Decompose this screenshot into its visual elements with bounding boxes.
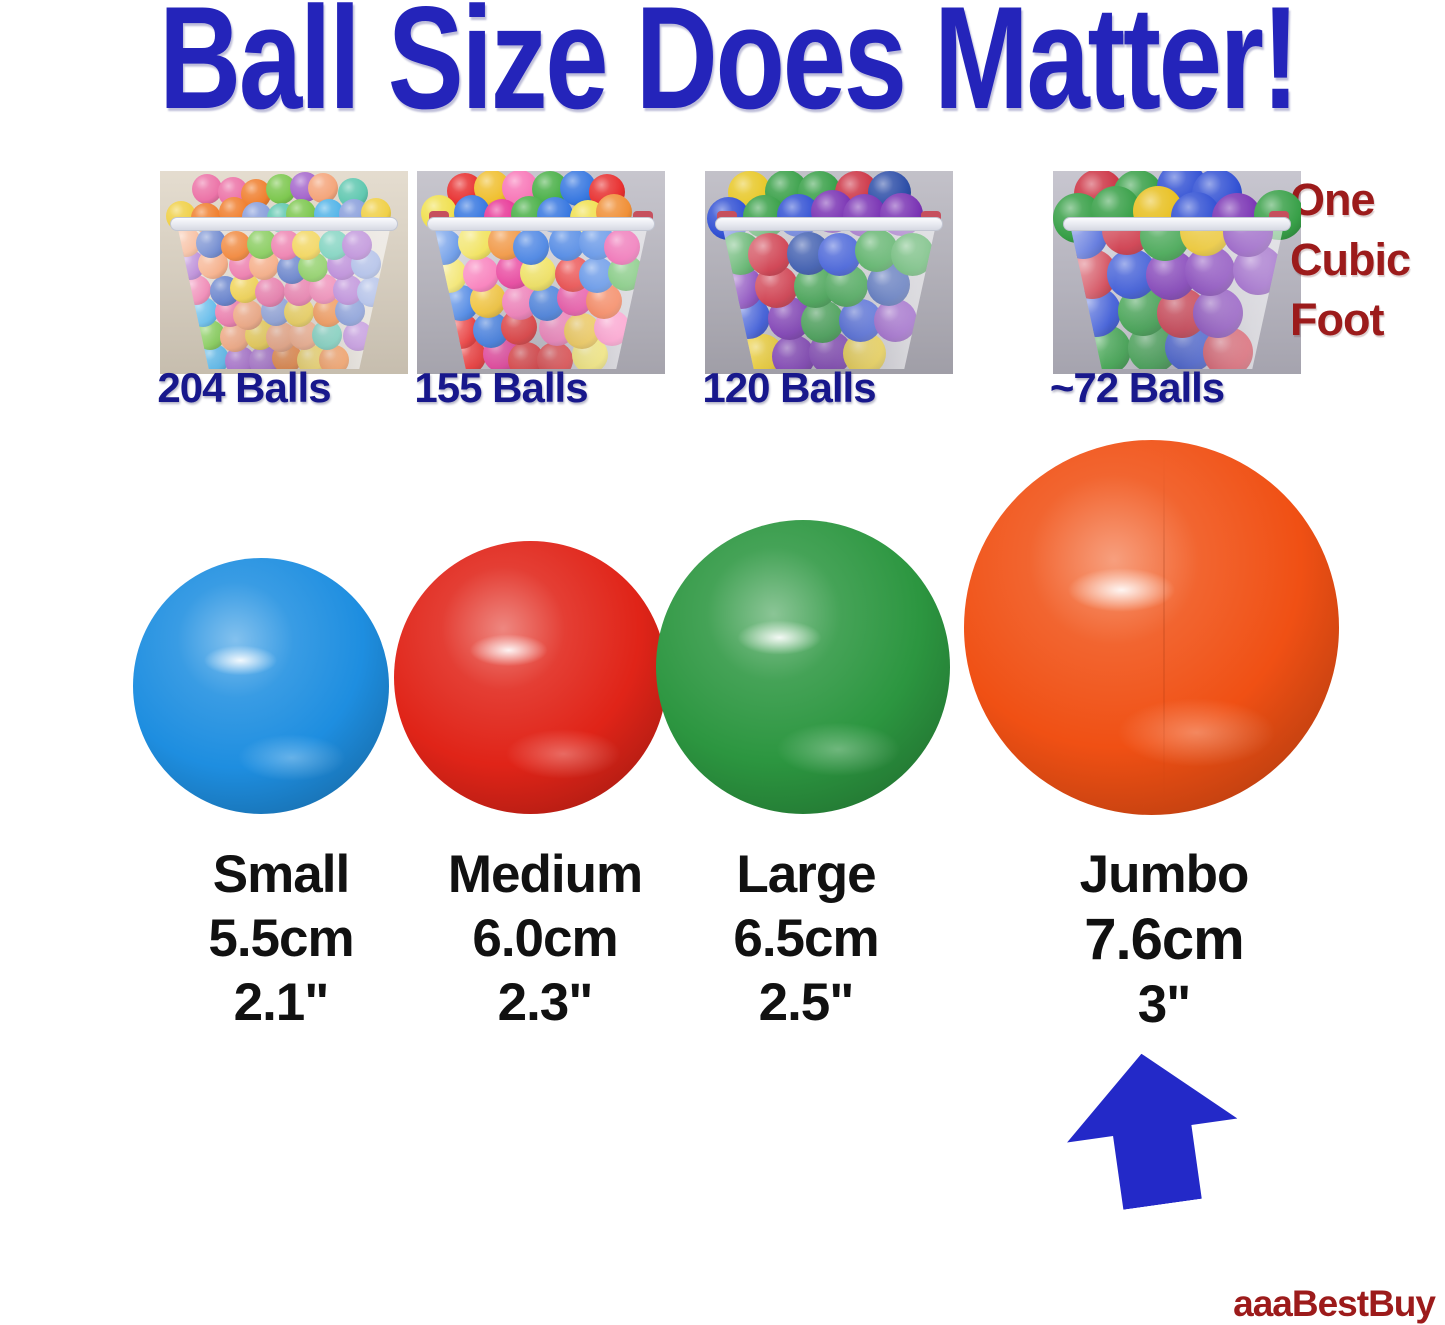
- size-name: Medium: [447, 845, 643, 904]
- size-cm: 5.5cm: [208, 909, 354, 968]
- photo-ball: [341, 230, 372, 261]
- plastic-bin: [723, 229, 935, 369]
- bin-photo-72: [1053, 171, 1301, 374]
- bin-caption-204: 204 Balls: [157, 364, 331, 411]
- photo-ball: [178, 229, 201, 257]
- bin-photo-204: [160, 171, 408, 374]
- bin-caption-155: 155 Balls: [414, 364, 588, 411]
- size-name: Large: [736, 845, 876, 904]
- photo-ball: [800, 300, 844, 344]
- bin-rim: [170, 217, 398, 231]
- cubic-foot-line: One: [1290, 174, 1376, 225]
- photo-ball: [462, 255, 499, 292]
- bin-rim: [427, 217, 655, 231]
- bin-caption-72: ~72 Balls: [1049, 364, 1225, 411]
- photo-ball: [512, 229, 549, 266]
- bin-rim: [1063, 217, 1291, 231]
- bin-glass: [1071, 229, 1283, 369]
- size-inches: 2.5": [758, 973, 855, 1032]
- cubic-foot-line: Cubic: [1290, 234, 1411, 285]
- size-cm: 7.6cm: [1084, 907, 1244, 972]
- page-title: Ball Size Does Matter!: [158, 0, 1300, 139]
- photo-ball: [818, 233, 862, 277]
- bin-photo-155: [417, 171, 665, 374]
- photo-ball: [255, 276, 286, 307]
- plastic-bin: [435, 229, 647, 369]
- bin-glass: [178, 229, 390, 369]
- size-cm: 6.0cm: [472, 909, 618, 968]
- photo-ball: [748, 233, 792, 277]
- photo-ball: [291, 230, 322, 261]
- photo-ball: [537, 341, 574, 369]
- size-inches: 2.3": [497, 973, 594, 1032]
- ball-small: [133, 558, 389, 814]
- ball-jumbo: [964, 440, 1339, 815]
- photo-ball: [191, 174, 222, 205]
- bin-balls: [1071, 229, 1283, 369]
- photo-ball: [1193, 287, 1244, 338]
- arrow-up-icon: [1056, 1042, 1247, 1216]
- photo-ball: [772, 334, 816, 369]
- plastic-bin: [1071, 229, 1283, 369]
- photo-ball: [604, 229, 641, 266]
- plastic-bin: [178, 229, 390, 369]
- cubic-foot-note: One Cubic Foot: [1290, 170, 1411, 350]
- bin-balls: [435, 229, 647, 369]
- bin-rim: [715, 217, 943, 231]
- size-inches: 2.1": [233, 973, 330, 1032]
- bin-glass: [723, 229, 935, 369]
- photo-ball: [233, 300, 264, 331]
- ball-medium: [394, 541, 667, 814]
- photo-ball: [220, 230, 251, 261]
- photo-ball: [308, 172, 339, 203]
- size-label-large: Large 6.5cm 2.5": [656, 843, 956, 1035]
- size-cm: 6.5cm: [733, 909, 879, 968]
- bin-photo-120: [705, 171, 953, 374]
- photo-ball: [248, 345, 279, 369]
- size-name: Small: [212, 845, 350, 904]
- photo-ball: [874, 298, 918, 342]
- ball-large: [656, 520, 950, 814]
- size-label-medium: Medium 6.0cm 2.3": [395, 843, 695, 1035]
- bin-balls: [723, 229, 935, 369]
- bin-glass: [435, 229, 647, 369]
- size-name: Jumbo: [1079, 845, 1250, 904]
- bin-caption-120: 120 Balls: [702, 364, 876, 411]
- size-inches: 3": [1137, 975, 1192, 1034]
- bin-balls: [178, 229, 390, 369]
- brand-watermark: aaaBestBuy: [1233, 1283, 1436, 1324]
- size-label-jumbo: Jumbo 7.6cm 3": [1014, 843, 1314, 1037]
- cubic-foot-line: Foot: [1290, 294, 1384, 345]
- size-label-small: Small 5.5cm 2.1": [131, 843, 431, 1035]
